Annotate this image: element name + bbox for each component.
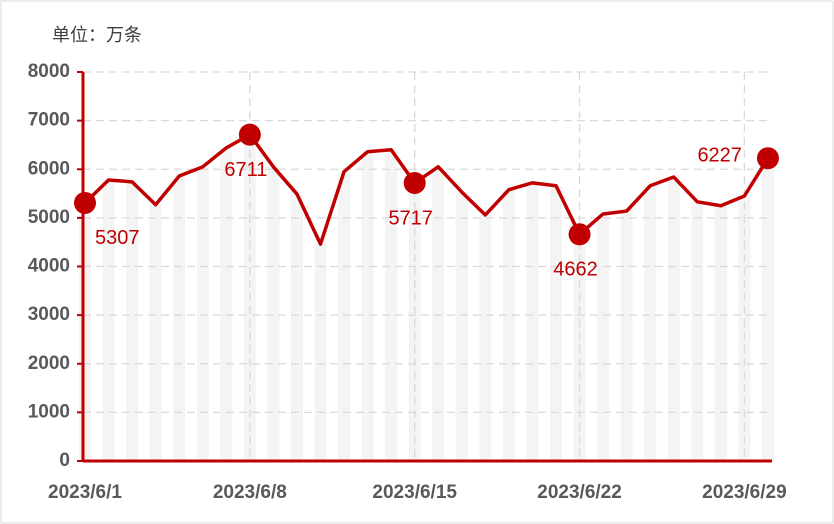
value-label: 5307: [95, 227, 140, 249]
y-tick-label: 7000: [28, 110, 70, 131]
column: [479, 214, 492, 461]
column: [314, 244, 327, 461]
y-tick-label: 0: [59, 450, 70, 471]
column: [149, 204, 162, 461]
x-tick-label: 2023/6/8: [213, 482, 287, 503]
column: [691, 201, 704, 462]
y-tick-label: 1000: [28, 401, 70, 422]
y-tick-label: 2000: [28, 353, 70, 374]
column: [173, 176, 186, 461]
column: [597, 213, 610, 461]
column: [526, 182, 539, 462]
column: [644, 185, 657, 461]
column: [550, 185, 562, 461]
column: [361, 151, 374, 461]
x-tick-label: 2023/6/15: [372, 482, 457, 503]
column: [290, 194, 303, 461]
value-label: 5717: [388, 207, 433, 229]
column: [714, 205, 727, 461]
value-label: 6711: [224, 159, 267, 181]
column: [738, 195, 751, 461]
column: [126, 181, 139, 461]
point: [74, 191, 96, 214]
column: [667, 177, 680, 461]
value-label: 6227: [697, 144, 742, 166]
x-tick-label: 2023/6/29: [702, 482, 787, 503]
column: [502, 189, 515, 462]
column: [620, 211, 633, 461]
value-label: 4662: [553, 259, 598, 281]
column: [79, 202, 91, 461]
column: [761, 158, 774, 461]
y-tick-label: 5000: [28, 207, 70, 228]
column: [196, 166, 209, 461]
x-tick-label: 2023/6/22: [537, 482, 622, 503]
column: [338, 171, 351, 461]
column: [455, 192, 468, 461]
y-tick-label: 4000: [28, 256, 70, 277]
point: [568, 223, 591, 246]
y-tick-label: 3000: [28, 304, 70, 325]
column: [102, 179, 115, 461]
y-tick-label: 8000: [28, 61, 70, 82]
x-tick-label: 2023/6/1: [48, 482, 122, 503]
y-tick-label: 6000: [28, 158, 70, 179]
column: [432, 166, 445, 461]
column: [220, 147, 233, 462]
point: [756, 147, 779, 170]
point: [238, 123, 261, 146]
column: [385, 149, 398, 462]
point: [403, 172, 426, 195]
line: [83, 132, 770, 246]
chart-title: 单位：万条: [52, 25, 142, 46]
column: [267, 166, 280, 461]
